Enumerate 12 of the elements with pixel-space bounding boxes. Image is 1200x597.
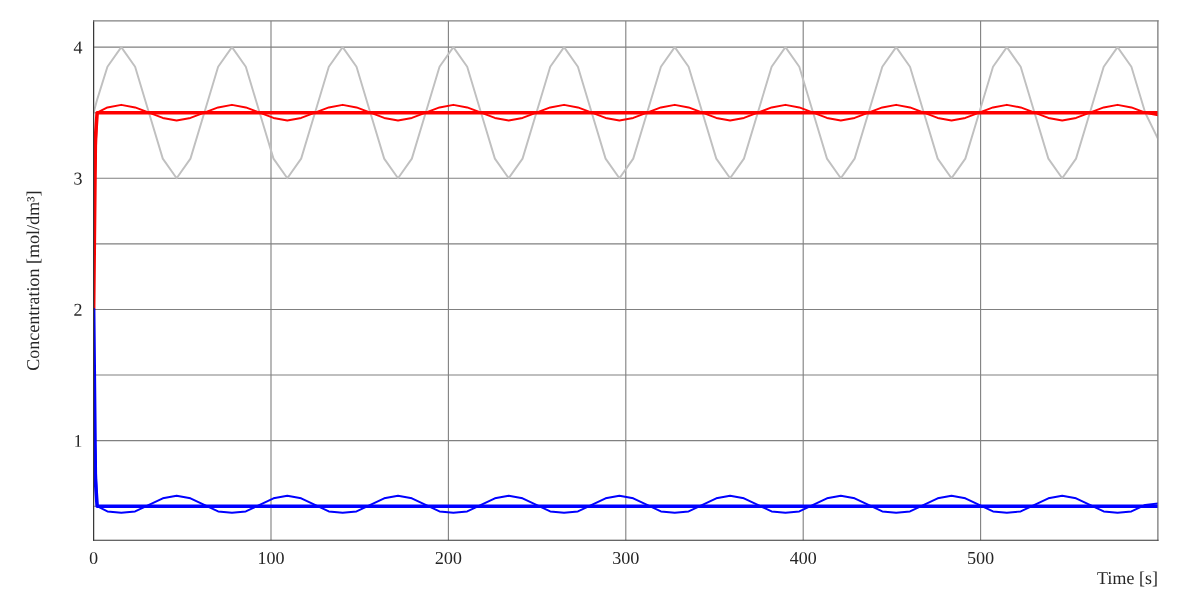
x-tick-label: 0 (89, 551, 98, 565)
x-tick-label: 500 (968, 551, 994, 565)
x-tick-label: 100 (259, 551, 284, 565)
x-axis-title: Time [s] (1097, 571, 1157, 587)
y-tick-label: 4 (73, 41, 83, 54)
x-tick-label: 200 (435, 551, 462, 565)
y-tick-label: 3 (74, 172, 82, 185)
y-tick-label: 2 (74, 303, 82, 316)
x-tick-label: 400 (790, 551, 817, 565)
x-tick-label: 300 (613, 551, 639, 565)
y-axis-title: Concentration [mol/dm³] (26, 191, 42, 371)
y-tick-label: 1 (75, 434, 82, 447)
